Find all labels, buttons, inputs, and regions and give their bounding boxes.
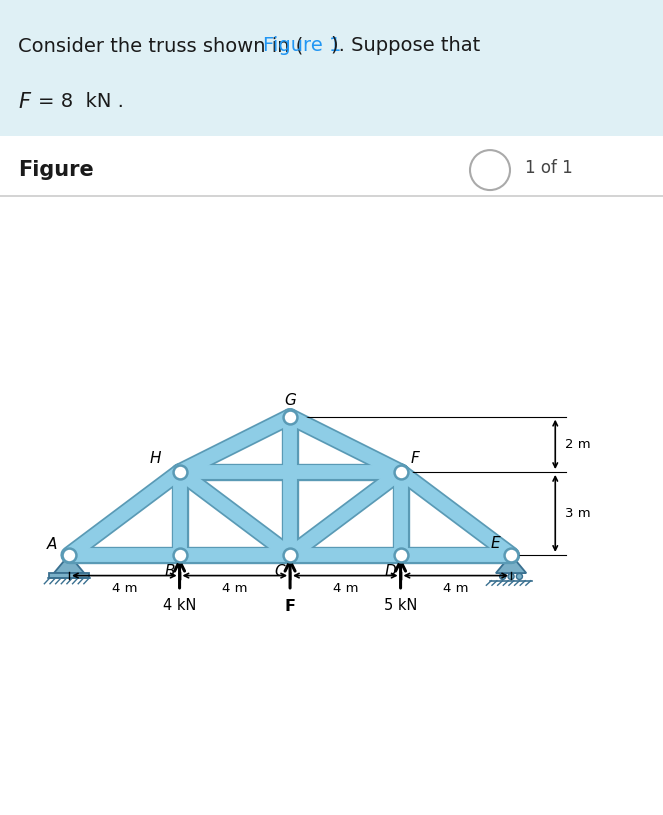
Text: ). Suppose that: ). Suppose that — [331, 36, 480, 55]
Polygon shape — [496, 555, 526, 573]
Text: $\mathbf{F}$: $\mathbf{F}$ — [284, 597, 296, 614]
Circle shape — [500, 574, 506, 579]
Text: $F$: $F$ — [410, 451, 421, 466]
Text: 4 m: 4 m — [443, 582, 469, 595]
Text: $D$: $D$ — [385, 562, 397, 579]
Text: <: < — [483, 159, 497, 177]
Text: 4 m: 4 m — [222, 582, 247, 595]
Circle shape — [508, 574, 514, 579]
Text: Consider the truss shown in (: Consider the truss shown in ( — [18, 36, 303, 55]
Text: Figure: Figure — [18, 160, 93, 180]
Text: $H$: $H$ — [149, 451, 162, 466]
Text: 5 kN: 5 kN — [384, 597, 417, 613]
Polygon shape — [54, 555, 84, 573]
Text: $C$: $C$ — [274, 562, 286, 579]
Text: Figure 1: Figure 1 — [263, 36, 341, 55]
Text: 2 m: 2 m — [565, 438, 591, 451]
Text: = 8  kN .: = 8 kN . — [38, 92, 124, 111]
Text: $E$: $E$ — [490, 535, 501, 551]
Text: 4 m: 4 m — [333, 582, 358, 595]
Text: 1 of 1: 1 of 1 — [525, 159, 573, 177]
Text: $G$: $G$ — [284, 393, 296, 408]
Circle shape — [516, 574, 522, 579]
Circle shape — [470, 150, 510, 190]
Text: $B$: $B$ — [164, 562, 176, 579]
Polygon shape — [49, 573, 89, 579]
Text: $A$: $A$ — [46, 536, 58, 552]
Text: $\mathit{F}$: $\mathit{F}$ — [18, 92, 32, 112]
Text: 4 m: 4 m — [111, 582, 137, 595]
Text: 4 kN: 4 kN — [163, 597, 196, 613]
Text: 3 m: 3 m — [565, 507, 591, 520]
